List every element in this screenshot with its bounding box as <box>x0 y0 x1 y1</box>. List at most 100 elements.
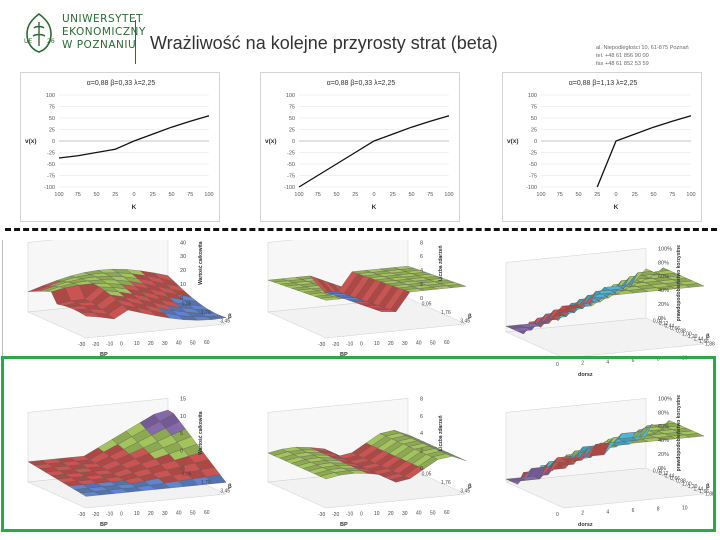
x-tick-label: 10 <box>682 505 688 511</box>
y-tick-label: 50 <box>289 116 295 122</box>
beta-axis-label: β <box>706 484 710 490</box>
y-tick-label: -50 <box>287 162 295 168</box>
y-tick-label: 25 <box>289 128 295 134</box>
y-tick-label: 25 <box>49 128 55 134</box>
beta-tick-label: 1,76 <box>441 480 451 486</box>
x-tick-label: 0 <box>372 192 375 198</box>
z-tick-label: 6 <box>420 414 423 420</box>
x-tick-label: 20 <box>148 341 154 347</box>
beta-tick-label: 0,05 <box>182 301 192 307</box>
y-tick-label: -25 <box>529 151 537 157</box>
x-tick-label: -20 <box>332 512 339 518</box>
x-tick-label: 50 <box>333 192 339 198</box>
x-tick-label: 40 <box>176 341 182 347</box>
beta-tick-label: 1,00 <box>682 331 692 337</box>
z-tick-label: 20% <box>658 302 669 308</box>
header-divider <box>135 20 136 64</box>
x-tick-label: 10 <box>374 511 380 517</box>
beta-axis-label: β <box>228 484 232 490</box>
beta-tick-label: 3,45 <box>220 319 230 325</box>
left-edge-line <box>2 240 3 384</box>
value-function-line <box>58 115 210 159</box>
x-tick-label: -10 <box>106 342 113 348</box>
z-tick-label: 4 <box>420 431 423 437</box>
z-tick-label: 4 <box>420 268 423 274</box>
z-axis-label: prawdopodobieństwo korzystne <box>676 245 682 322</box>
z-axis-label: Wartość całkowita <box>198 411 204 455</box>
z-tick-label: 0 <box>420 466 423 472</box>
x-tick-label: 75 <box>557 192 563 198</box>
x-tick-label: 100 <box>536 192 545 198</box>
university-logo: UE 26 <box>24 12 55 53</box>
beta-tick-label: 1,00 <box>682 481 692 487</box>
beta-tick-label: 1,88 <box>705 342 715 348</box>
z-axis-label: Wartość całkowita <box>198 241 204 285</box>
x-tick-label: 20 <box>388 511 394 517</box>
z-tick-label: -5 <box>180 466 185 472</box>
x-tick-label: 100 <box>444 192 453 198</box>
x-tick-label: -20 <box>92 342 99 348</box>
x-tick-label: 2 <box>581 361 584 367</box>
highlight-frame <box>1 356 716 532</box>
beta-tick-label: 0,01 <box>653 318 663 324</box>
x-tick-label: -30 <box>318 512 325 518</box>
surface-patch <box>153 272 175 282</box>
x-tick-label: 25 <box>352 192 358 198</box>
x-tick-label: 25 <box>390 192 396 198</box>
beta-tick-label: 1,76 <box>441 310 451 316</box>
y-tick-label: -75 <box>287 174 295 180</box>
x-tick-label: 4 <box>606 509 609 515</box>
x-tick-label: 50 <box>430 340 436 346</box>
surface-chart-probability-1: 100% 80% 60% 40% 20% 0% prawdopodobieństwo kor… <box>505 245 715 378</box>
beta-tick-label: 1,76 <box>201 310 211 316</box>
x-tick-label: 100 <box>54 192 63 198</box>
z-axis-label: Liczba zdarzeń <box>438 245 444 281</box>
chart-title: α=0,88 β=0,33 λ=2,25 <box>327 80 396 87</box>
x-tick-label: 40 <box>176 511 182 517</box>
x-tick-label: 60 <box>444 340 450 346</box>
x-tick-label: 0 <box>360 511 363 517</box>
z-tick-label: 30 <box>180 254 186 260</box>
y-tick-label: 50 <box>49 116 55 122</box>
beta-tick-label: 3,45 <box>220 489 230 495</box>
y-tick-label: 75 <box>49 105 55 111</box>
x-tick-label: 60 <box>204 510 210 516</box>
y-tick-label: 75 <box>531 105 537 111</box>
beta-tick-label: 0,12 <box>659 321 669 327</box>
x-tick-label: -10 <box>106 512 113 518</box>
surface-patch <box>631 268 653 285</box>
x-tick-label: 20 <box>388 341 394 347</box>
x-tick-label: 60 <box>444 510 450 516</box>
x-tick-label: 75 <box>427 192 433 198</box>
x-tick-label: 50 <box>430 510 436 516</box>
dashed-separator <box>5 228 717 231</box>
x-tick-label: 0 <box>120 341 123 347</box>
x-axis-label: dorsz <box>578 372 593 378</box>
z-tick-label: 40% <box>658 438 669 444</box>
beta-tick-label: 0,05 <box>422 301 432 307</box>
x-tick-label: 4 <box>606 359 609 365</box>
floor <box>505 317 705 359</box>
z-tick-label: 10 <box>180 282 186 288</box>
x-tick-label: 0 <box>556 362 559 368</box>
beta-tick-label: 0,05 <box>182 471 192 477</box>
beta-axis-label: β <box>706 334 710 340</box>
beta-tick-label: 0,66 <box>670 476 680 482</box>
slide-title: Wrażliwość na kolejne przyrosty strat (b… <box>150 33 498 53</box>
x-tick-label: 6 <box>632 358 635 364</box>
surface-patch <box>393 265 414 270</box>
x-tick-label: 60 <box>204 340 210 346</box>
y-tick-label: -75 <box>47 174 55 180</box>
value-function-chart-2: α=0,88 β=0,33 λ=2,25 100 75 50 25 0 -25 -50 -75 -… <box>260 72 460 222</box>
beta-tick-label: 0,88 <box>676 479 686 485</box>
beta-tick-label: 1,20 <box>688 334 698 340</box>
x-tick-label: 6 <box>632 508 635 514</box>
beta-axis-label: β <box>468 314 472 320</box>
x-axis-label: K <box>372 204 377 211</box>
x-tick-label: 50 <box>93 192 99 198</box>
x-axis-label: BP <box>340 522 348 528</box>
x-axis-label: BP <box>100 522 108 528</box>
y-tick-label: 0 <box>534 139 537 145</box>
chart-title: α=0,88 β=0,33 λ=2,25 <box>87 80 156 87</box>
